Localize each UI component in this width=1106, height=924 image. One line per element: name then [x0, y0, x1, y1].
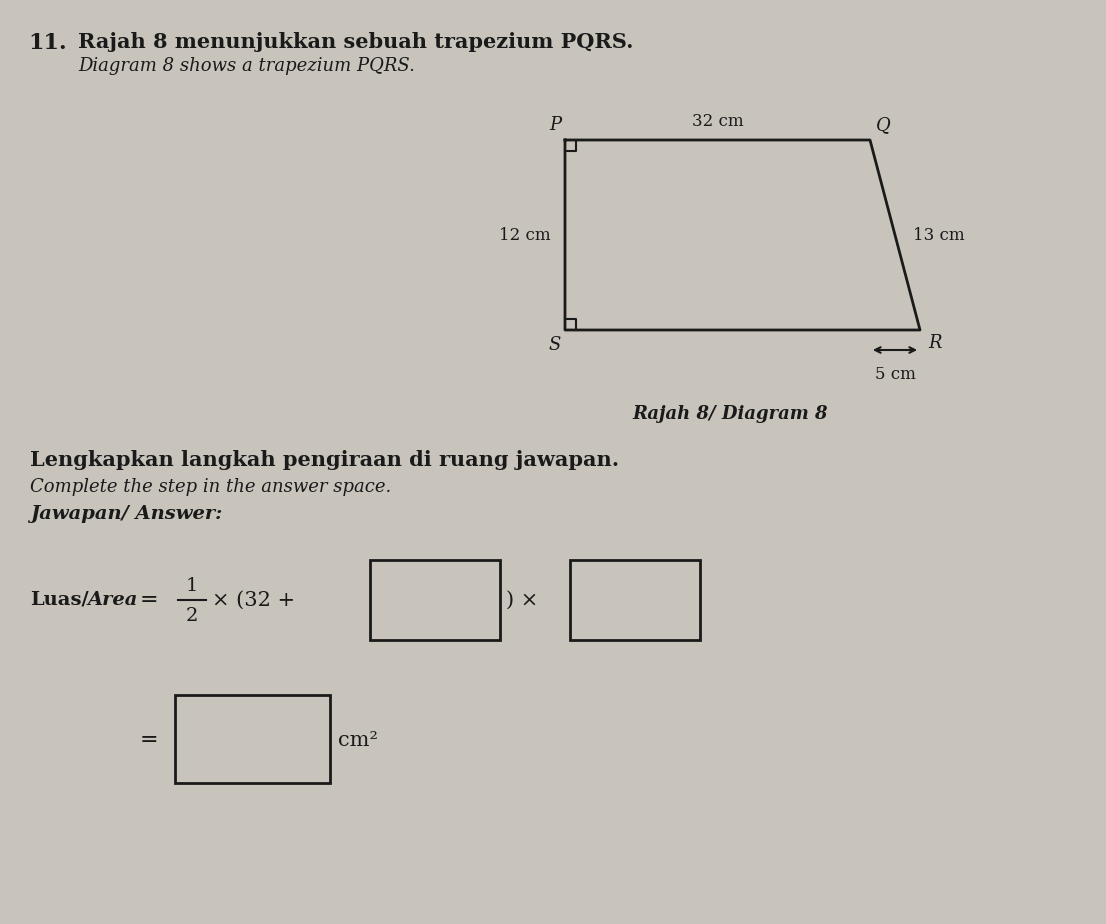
Text: Diagram 8 shows a trapezium PQRS.: Diagram 8 shows a trapezium PQRS.	[79, 57, 415, 75]
Text: 5 cm: 5 cm	[875, 366, 916, 383]
Text: Luas/: Luas/	[30, 591, 88, 609]
Bar	[175, 695, 330, 783]
Text: 1: 1	[186, 577, 198, 595]
Bar	[371, 560, 500, 640]
Text: Q: Q	[876, 116, 890, 134]
Text: =: =	[140, 729, 158, 751]
Bar	[570, 560, 700, 640]
Text: 13 cm: 13 cm	[912, 226, 964, 244]
Text: 32 cm: 32 cm	[691, 113, 743, 130]
Text: =: =	[140, 589, 158, 611]
Text: ) ×: ) ×	[507, 590, 539, 610]
Text: P: P	[549, 116, 561, 134]
Text: R: R	[928, 334, 941, 352]
Text: Complete the step in the answer space.: Complete the step in the answer space.	[30, 478, 392, 496]
Text: Rajah 8/ Diagram 8: Rajah 8/ Diagram 8	[633, 405, 827, 423]
Text: 11.: 11.	[28, 32, 66, 54]
Text: S: S	[549, 336, 561, 354]
Text: 2: 2	[186, 607, 198, 625]
Text: cm²: cm²	[338, 731, 378, 749]
Text: × (32 +: × (32 +	[212, 590, 295, 610]
Text: Rajah 8 menunjukkan sebuah trapezium PQRS.: Rajah 8 menunjukkan sebuah trapezium PQR…	[79, 32, 634, 52]
Text: 12 cm: 12 cm	[500, 226, 551, 244]
Text: Area: Area	[88, 591, 138, 609]
Text: Jawapan/ Answer:: Jawapan/ Answer:	[30, 505, 222, 523]
Text: Lengkapkan langkah pengiraan di ruang jawapan.: Lengkapkan langkah pengiraan di ruang ja…	[30, 450, 619, 470]
